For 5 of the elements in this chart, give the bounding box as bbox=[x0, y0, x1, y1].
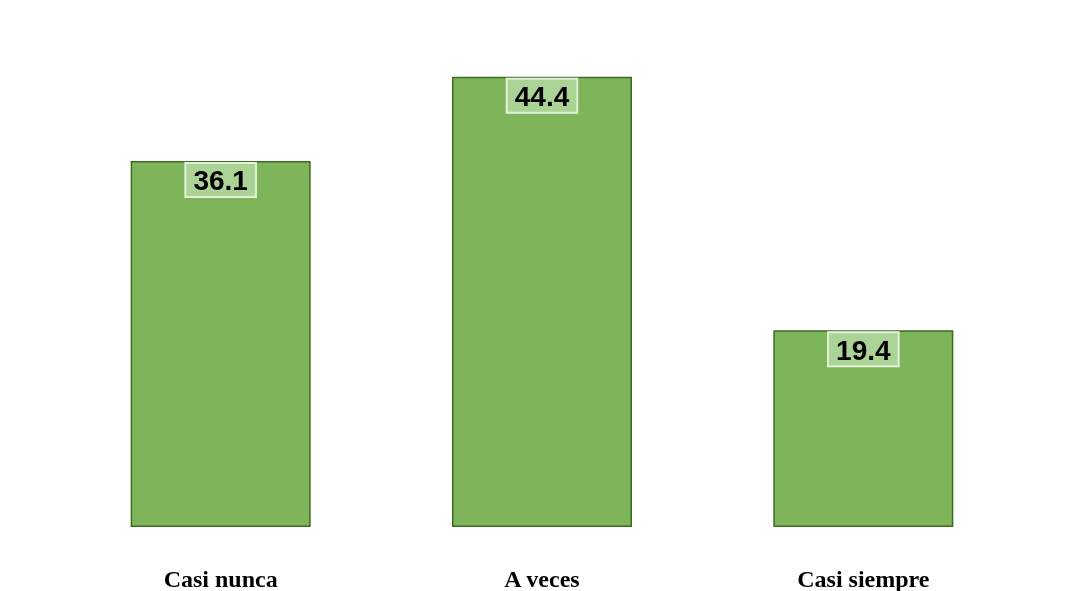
data-label: 19.4 bbox=[836, 334, 892, 366]
data-label: 36.1 bbox=[193, 165, 248, 197]
data-label: 44.4 bbox=[514, 81, 570, 113]
x-tick-label: Casi nunca bbox=[163, 566, 278, 591]
x-tick-label: A veces bbox=[504, 566, 580, 591]
